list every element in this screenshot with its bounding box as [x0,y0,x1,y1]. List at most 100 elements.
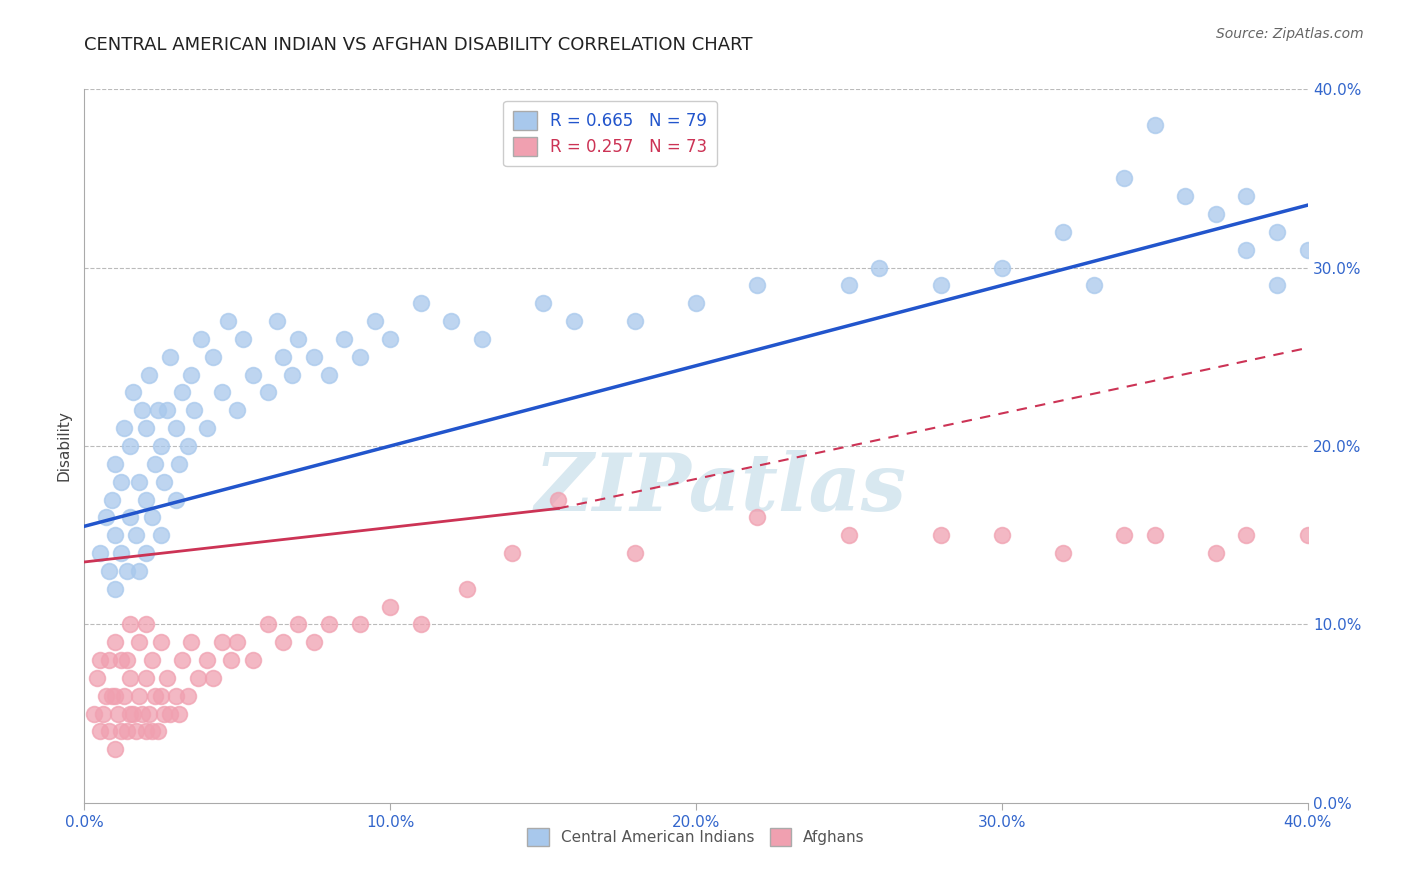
Point [107,706,129,721]
Point [159,350,181,364]
Point [101,689,124,703]
Point [624,546,647,560]
Point [91,706,114,721]
Point [180,368,202,382]
Point [156,403,179,417]
Point [186,671,208,685]
Point [242,653,264,667]
Point [112,689,135,703]
Point [120,671,142,685]
Point [287,617,309,632]
Point [153,706,176,721]
Point [1236,528,1258,542]
Point [143,457,166,471]
Point [287,332,309,346]
Point [97,653,120,667]
Point [159,706,181,721]
Point [135,546,157,560]
Point [219,653,242,667]
Point [201,671,224,685]
Point [131,706,153,721]
Legend: Central American Indians, Afghans: Central American Indians, Afghans [522,822,870,852]
Point [1205,546,1227,560]
Point [349,350,371,364]
Point [135,492,157,507]
Point [456,582,478,596]
Point [1114,528,1136,542]
Point [502,546,524,560]
Point [97,564,120,578]
Point [1083,278,1105,293]
Point [838,528,860,542]
Point [201,350,224,364]
Point [747,510,769,524]
Point [624,314,647,328]
Point [838,278,860,293]
Point [128,475,150,489]
Point [547,492,569,507]
Y-axis label: Disability: Disability [56,410,72,482]
Point [141,510,163,524]
Point [1174,189,1197,203]
Point [138,368,160,382]
Point [271,350,294,364]
Point [149,439,172,453]
Point [929,278,952,293]
Point [1052,546,1074,560]
Point [349,617,371,632]
Point [991,528,1014,542]
Point [1236,243,1258,257]
Point [1265,278,1288,293]
Point [409,296,432,310]
Point [131,403,153,417]
Point [135,421,157,435]
Point [104,635,127,649]
Point [89,546,111,560]
Point [128,689,150,703]
Point [1143,118,1166,132]
Point [226,635,249,649]
Point [531,296,554,310]
Point [94,510,117,524]
Point [257,385,280,400]
Point [128,635,150,649]
Point [302,635,325,649]
Point [101,492,124,507]
Point [177,439,200,453]
Point [104,582,127,596]
Point [1296,528,1319,542]
Point [149,528,172,542]
Point [135,617,157,632]
Point [190,332,212,346]
Point [380,599,402,614]
Point [318,368,340,382]
Point [471,332,494,346]
Point [110,653,132,667]
Point [281,368,304,382]
Point [120,510,142,524]
Point [149,689,172,703]
Point [146,403,169,417]
Point [135,671,157,685]
Point [135,724,157,739]
Point [141,653,163,667]
Point [440,314,463,328]
Point [120,439,142,453]
Point [149,635,172,649]
Point [112,421,135,435]
Point [217,314,239,328]
Point [991,260,1014,275]
Point [364,314,387,328]
Point [143,689,166,703]
Point [266,314,288,328]
Point [122,706,145,721]
Point [110,724,132,739]
Point [869,260,891,275]
Point [183,403,205,417]
Point [195,421,218,435]
Point [141,724,163,739]
Point [211,635,233,649]
Point [333,332,356,346]
Point [97,724,120,739]
Point [120,617,142,632]
